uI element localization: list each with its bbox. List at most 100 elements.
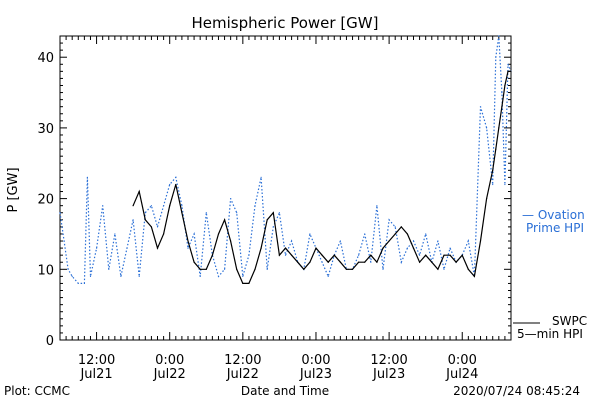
data-point — [388, 219, 390, 221]
data-point — [156, 247, 159, 249]
data-point — [199, 275, 201, 277]
data-point — [376, 261, 378, 263]
x-axis-ticks: 12:00Jul210:00Jul2212:00Jul220:00Jul2312… — [59, 36, 512, 382]
data-point — [473, 275, 475, 277]
data-point — [138, 275, 140, 277]
data-point — [242, 282, 244, 284]
data-point — [96, 247, 98, 249]
legend-swpc-line2: 5—min HPI — [517, 327, 583, 341]
data-point — [504, 183, 506, 186]
data-point — [345, 268, 347, 270]
data-point — [419, 254, 421, 256]
data-point — [425, 254, 427, 256]
data-point — [120, 275, 122, 277]
data-point — [163, 233, 165, 235]
data-point — [501, 106, 503, 108]
data-point — [83, 282, 85, 284]
x-tick-label-date: Jul22 — [226, 367, 259, 382]
data-point — [498, 127, 500, 129]
plot-frame — [59, 35, 512, 341]
legend-ovation-line1: — Ovation — [522, 208, 585, 222]
data-point — [443, 268, 445, 270]
data-point — [364, 233, 366, 235]
data-point — [507, 63, 509, 65]
x-axis-label: Date and Time — [241, 384, 329, 398]
data-point — [181, 212, 183, 214]
data-point — [224, 268, 226, 270]
data-point — [492, 183, 494, 186]
swpc-hpi-line — [132, 70, 511, 284]
data-point — [236, 212, 238, 214]
y-tick-label: 0 — [46, 334, 54, 349]
y-tick-label: 30 — [37, 122, 54, 137]
data-point — [126, 247, 128, 249]
data-point — [495, 56, 497, 58]
data-point — [425, 233, 427, 235]
footer-timestamp: 2020/07/24 08:45:24 — [453, 384, 580, 398]
data-point — [358, 254, 360, 256]
data-point — [412, 247, 415, 249]
data-point — [327, 275, 329, 277]
data-point — [309, 261, 311, 263]
plot-area — [59, 35, 512, 341]
data-point — [193, 233, 195, 235]
data-point — [364, 261, 366, 263]
data-point — [467, 240, 469, 242]
data-point — [63, 240, 65, 242]
data-point — [376, 205, 378, 207]
data-point — [205, 212, 207, 214]
data-point — [254, 205, 256, 207]
data-point — [181, 205, 183, 207]
x-tick-label-time: 12:00 — [224, 353, 261, 368]
data-point — [77, 282, 79, 284]
data-point — [467, 268, 469, 270]
x-tick-label-time: 12:00 — [78, 353, 115, 368]
data-point — [461, 254, 463, 256]
data-point — [394, 233, 396, 235]
data-point — [163, 205, 165, 207]
data-point — [199, 268, 201, 270]
data-point — [278, 212, 280, 214]
legend: — Ovation Prime HPI SWPC 5—min HPI — [513, 208, 587, 341]
data-point — [479, 106, 482, 108]
data-point — [217, 233, 220, 235]
data-point — [339, 240, 341, 242]
x-tick-label-date: Jul23 — [299, 367, 332, 382]
data-point — [230, 198, 232, 200]
data-point — [284, 247, 287, 249]
data-point — [260, 247, 262, 249]
data-point — [382, 268, 384, 270]
data-point — [193, 261, 195, 263]
data-point — [248, 254, 250, 256]
data-point — [315, 247, 317, 249]
data-point — [327, 261, 329, 263]
data-point — [303, 268, 305, 270]
legend-swpc-line1: SWPC — [552, 314, 587, 328]
data-point — [169, 183, 171, 186]
data-point — [449, 254, 451, 256]
series-group — [59, 35, 512, 284]
footer-plot-credit: Plot: CCMC — [4, 384, 70, 398]
data-point — [419, 261, 421, 263]
data-point — [102, 205, 104, 207]
data-point — [351, 268, 354, 270]
ovation-prime-line — [59, 35, 512, 284]
data-point — [217, 275, 220, 277]
data-point — [144, 219, 146, 221]
data-point — [370, 254, 372, 256]
data-point — [339, 261, 341, 263]
data-point — [333, 254, 335, 256]
data-point — [254, 268, 256, 270]
data-point — [321, 261, 323, 263]
data-point — [248, 282, 250, 284]
data-point — [132, 205, 134, 207]
data-point — [156, 226, 159, 228]
legend-ovation-line2: Prime HPI — [526, 221, 584, 235]
data-point — [187, 247, 189, 249]
data-point — [437, 240, 439, 242]
x-tick-label-date: Jul22 — [153, 367, 186, 382]
data-point — [144, 212, 146, 214]
data-point — [169, 205, 171, 207]
data-point — [412, 240, 415, 242]
